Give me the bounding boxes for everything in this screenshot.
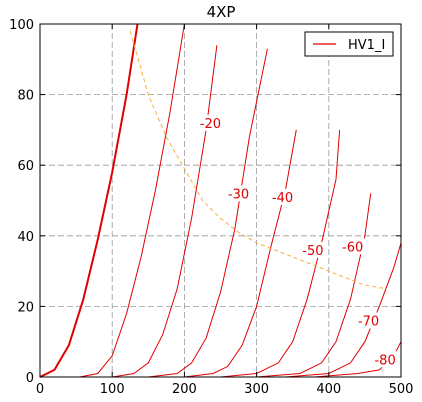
curve-bias-0 xyxy=(39,23,139,378)
x-tick-label: 300 xyxy=(244,382,269,397)
x-tick-label: 200 xyxy=(172,382,197,397)
axis-layer: 0 100 200 300 400 500 0 20 40 60 80 100 xyxy=(9,18,413,397)
curve-label: -30 xyxy=(228,187,249,202)
annotation-bg xyxy=(355,312,382,329)
y-tick-label: 100 xyxy=(9,18,34,33)
annotation-bg xyxy=(299,241,326,258)
legend: HV1_I xyxy=(304,31,394,57)
curve-label: -50 xyxy=(302,244,323,259)
curve-label: -70 xyxy=(358,315,379,330)
annotation-bg xyxy=(372,351,399,368)
load-line xyxy=(129,30,387,290)
curve-bias-neg80 xyxy=(314,341,402,378)
annotation-bg xyxy=(269,188,296,205)
curve-bias-neg30 xyxy=(148,48,268,378)
curve-label: -20 xyxy=(200,117,221,132)
curve-bias-neg10 xyxy=(79,23,185,378)
y-tick-label: 40 xyxy=(17,230,34,245)
y-tick-label: 60 xyxy=(17,159,34,174)
curve-bias-neg20 xyxy=(112,45,218,378)
curve-label: -80 xyxy=(374,353,395,368)
y-tick-label: 80 xyxy=(17,89,34,104)
plot-frame xyxy=(39,23,402,378)
grid-layer xyxy=(40,24,401,377)
x-tick-label: 400 xyxy=(316,382,341,397)
curve-bias-neg40 xyxy=(184,129,297,378)
x-tick-label: 0 xyxy=(36,382,44,397)
annotation-layer: -20 -30 -40 -50 -60 -70 -80 xyxy=(197,114,399,368)
curve-bias-neg50 xyxy=(220,129,341,378)
x-tick-label: 100 xyxy=(100,382,125,397)
curve-label: -60 xyxy=(342,240,363,255)
annotation-bg xyxy=(339,238,366,255)
y-tick-label: 20 xyxy=(17,300,34,315)
chart-title: 4XP xyxy=(207,3,236,21)
x-tick-label: 500 xyxy=(389,382,414,397)
legend-label: HV1_I xyxy=(348,38,385,53)
curve-layer xyxy=(39,23,402,378)
curve-bias-neg60 xyxy=(256,193,372,378)
y-tick-label: 0 xyxy=(26,371,34,386)
curve-label: -40 xyxy=(272,191,293,206)
annotation-bg xyxy=(225,185,252,202)
annotation-bg xyxy=(197,114,224,131)
